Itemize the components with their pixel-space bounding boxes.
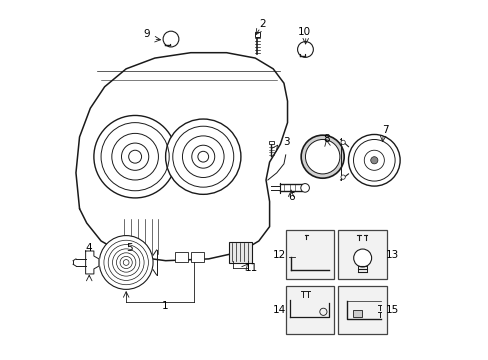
Bar bbox=[338, 286, 386, 334]
Text: 2: 2 bbox=[259, 19, 265, 29]
Circle shape bbox=[94, 116, 176, 198]
Polygon shape bbox=[76, 53, 287, 261]
Circle shape bbox=[340, 140, 345, 144]
Text: 14: 14 bbox=[272, 305, 285, 315]
Circle shape bbox=[297, 41, 313, 57]
Bar bbox=[190, 252, 204, 262]
Text: 1: 1 bbox=[162, 301, 168, 311]
Circle shape bbox=[300, 184, 309, 192]
Polygon shape bbox=[85, 251, 99, 274]
Text: 3: 3 bbox=[283, 138, 289, 147]
Bar bbox=[285, 286, 333, 334]
Circle shape bbox=[370, 157, 377, 164]
Circle shape bbox=[165, 119, 241, 194]
Bar bbox=[174, 252, 188, 262]
Circle shape bbox=[99, 235, 153, 289]
Bar bbox=[352, 310, 361, 317]
Text: 11: 11 bbox=[244, 263, 258, 273]
Circle shape bbox=[340, 175, 345, 179]
Text: 15: 15 bbox=[385, 305, 398, 315]
Circle shape bbox=[353, 249, 371, 267]
Text: 13: 13 bbox=[385, 249, 398, 260]
Circle shape bbox=[163, 31, 179, 47]
Text: 10: 10 bbox=[298, 27, 311, 37]
Circle shape bbox=[301, 135, 344, 178]
Text: 12: 12 bbox=[272, 249, 285, 260]
Text: 7: 7 bbox=[381, 125, 387, 135]
Bar bbox=[338, 230, 386, 279]
Circle shape bbox=[319, 308, 326, 315]
Text: 6: 6 bbox=[287, 192, 294, 202]
Text: 4: 4 bbox=[86, 243, 92, 253]
Bar bbox=[285, 230, 333, 279]
Text: 8: 8 bbox=[323, 134, 329, 144]
Circle shape bbox=[348, 134, 399, 186]
Text: 5: 5 bbox=[125, 243, 132, 253]
Text: 9: 9 bbox=[143, 29, 150, 39]
Bar bbox=[268, 140, 274, 144]
Bar bbox=[229, 242, 251, 263]
Bar bbox=[254, 32, 260, 37]
Circle shape bbox=[305, 139, 339, 174]
